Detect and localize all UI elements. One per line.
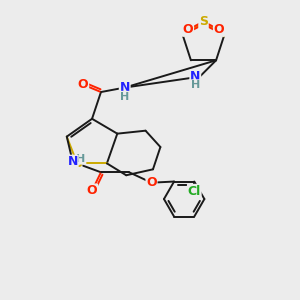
Text: H: H bbox=[120, 92, 129, 101]
Text: N: N bbox=[68, 155, 78, 168]
Text: S: S bbox=[73, 157, 82, 170]
Text: H: H bbox=[190, 80, 200, 90]
Text: N: N bbox=[190, 70, 200, 83]
Text: N: N bbox=[119, 81, 130, 94]
Text: H: H bbox=[76, 154, 86, 164]
Text: Cl: Cl bbox=[188, 184, 201, 197]
Text: O: O bbox=[87, 184, 98, 197]
Text: O: O bbox=[183, 23, 194, 36]
Text: O: O bbox=[146, 176, 157, 189]
Text: O: O bbox=[214, 23, 224, 36]
Text: O: O bbox=[78, 78, 88, 91]
Text: S: S bbox=[199, 15, 208, 28]
